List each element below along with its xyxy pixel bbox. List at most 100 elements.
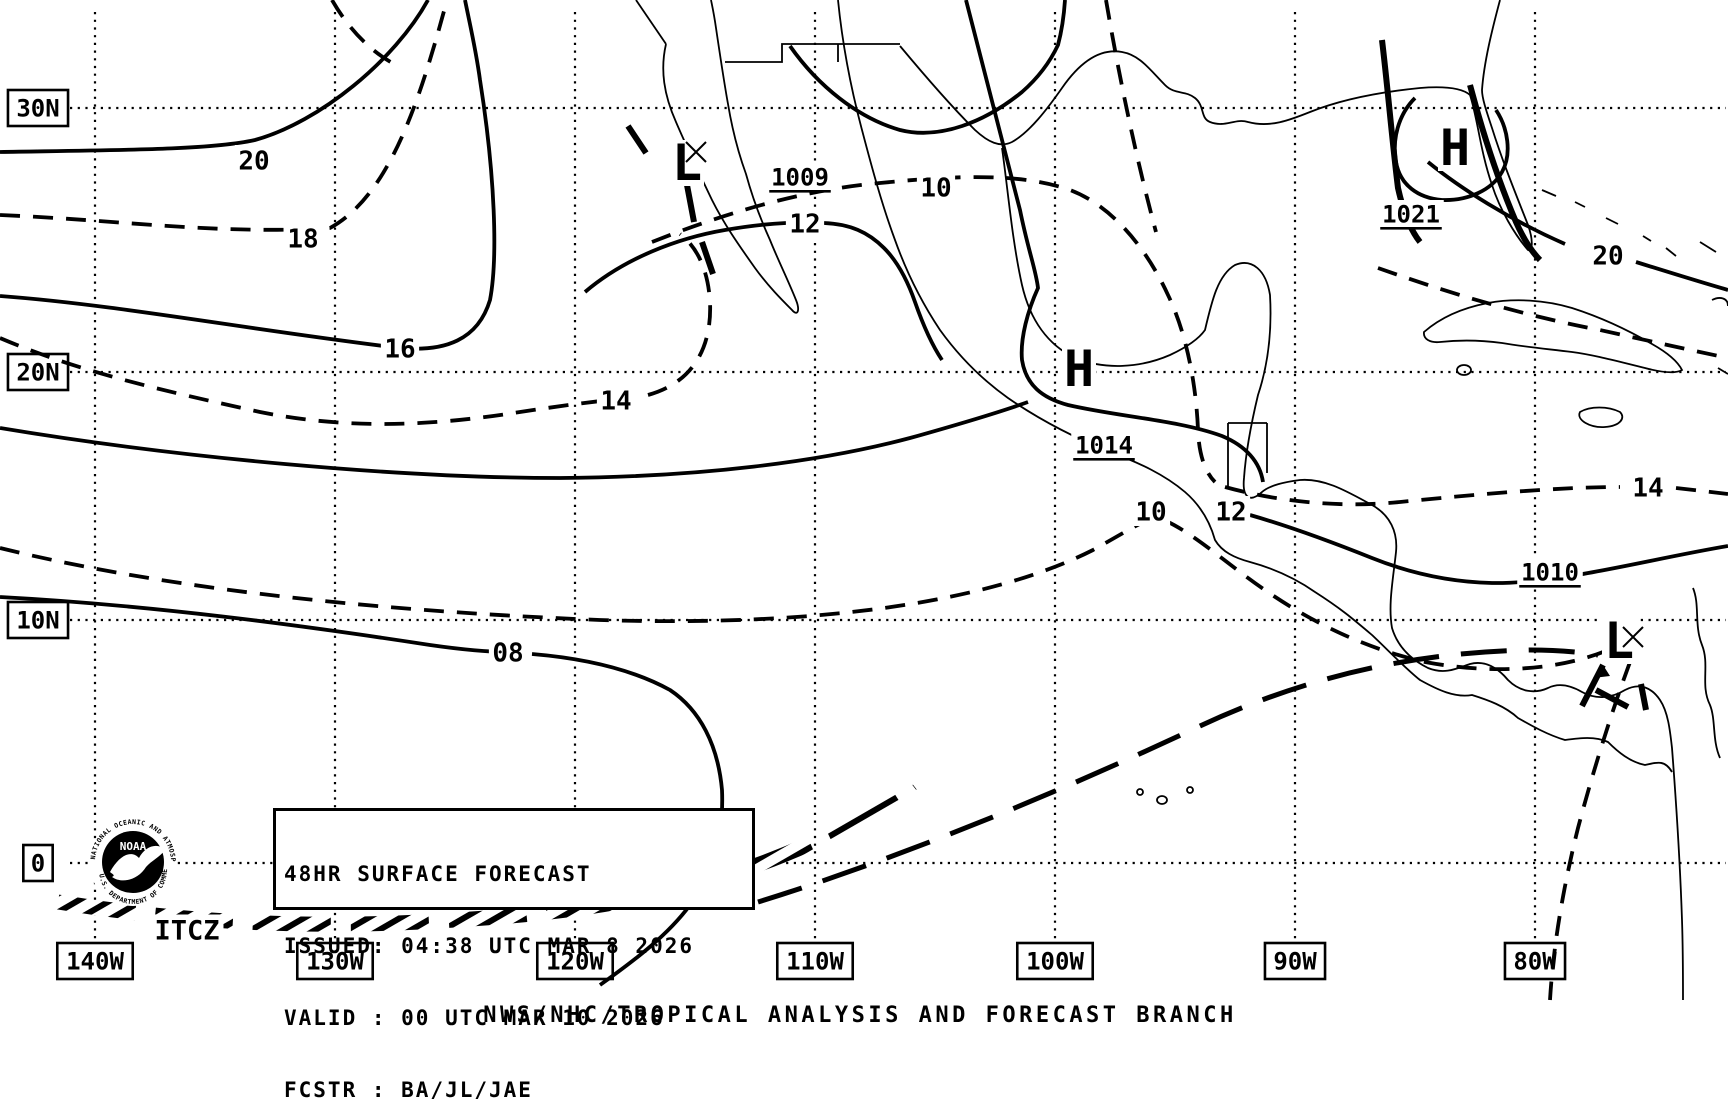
annotation-itcz: ITCZ xyxy=(154,916,219,947)
bahamas-islands xyxy=(1541,189,1717,257)
forecast-info-box: 48HR SURFACE FORECAST ISSUED: 04:38 UTC … xyxy=(273,808,755,1100)
trough-arrowhead xyxy=(1593,665,1610,678)
lon-label-80W: 80W xyxy=(1513,948,1557,976)
lon-label-130W-box xyxy=(295,941,375,981)
lon-label-110W: 110W xyxy=(786,948,844,976)
isobar-1020-cuba xyxy=(1426,160,1728,292)
isobars-solid xyxy=(0,0,1728,987)
isobar-label-08-4-halo xyxy=(488,637,528,667)
isobar-label-14-9-halo xyxy=(1628,472,1668,502)
fronts-troughs xyxy=(625,39,1649,905)
isobar-1012-border-loop xyxy=(788,0,1067,135)
annotation-itcz-halo xyxy=(150,914,224,946)
pressure-value-1009-halo xyxy=(767,163,833,191)
noaa-logo: NATIONAL OCEANIC AND ATMOSPHERIC ADMINIS… xyxy=(0,0,177,906)
noaa-logo-bird xyxy=(110,845,165,881)
california-coast xyxy=(635,0,667,45)
info-title: 48HR SURFACE FORECAST xyxy=(284,862,592,886)
branch-caption: NWS/NHC/TROPICAL ANALYSIS AND FORECAST B… xyxy=(483,1003,1237,1028)
lat-label-0: 0 xyxy=(31,850,45,878)
gulf-coast-us xyxy=(899,0,1533,252)
isobar-1018-cuba xyxy=(1377,266,1728,360)
isobar-label-10-6: 10 xyxy=(920,173,951,203)
pressure-value-1014-halo xyxy=(1071,431,1137,459)
center-x-marker-3 xyxy=(1622,626,1644,648)
isobar-label-14-3-halo xyxy=(596,385,636,415)
isobar-1016 xyxy=(0,0,497,351)
isle-of-youth xyxy=(1456,364,1472,376)
isobar-label-20-0-halo xyxy=(234,145,274,175)
graticule: 30N 20N 10N 0 140W 130W 120W 110W 100W 90W 80W xyxy=(6,12,1726,981)
isobar-1008 xyxy=(0,595,725,987)
lon-label-100W: 100W xyxy=(1026,948,1084,976)
isobar-label-16-2-halo xyxy=(380,333,420,363)
isobar-label-20-10: 20 xyxy=(1592,241,1623,271)
isobar-1012-low xyxy=(583,221,944,362)
us-border xyxy=(725,43,900,63)
isobar-label-20-10-halo xyxy=(1588,240,1628,270)
lon-label-120W: 120W xyxy=(546,948,604,976)
isobar-1018-pacific xyxy=(0,0,449,232)
pressure-value-1014: 1014 xyxy=(1075,432,1133,460)
isobar-label-12-8: 12 xyxy=(1215,497,1246,527)
pressure-value-1009: 1009 xyxy=(771,164,829,192)
lon-label-90W-box xyxy=(1263,941,1327,981)
center-halo-1 xyxy=(1438,125,1472,171)
isobar-1012-west xyxy=(0,400,1029,480)
isobar-label-18-1: 18 xyxy=(287,224,318,254)
lon-label-110W-box xyxy=(775,941,855,981)
isobar-label-12-5: 12 xyxy=(789,209,820,239)
noaa-logo-acronym: NOAA xyxy=(120,840,147,853)
map-graphic xyxy=(1156,795,1168,805)
pressure-value-1010-halo xyxy=(1517,558,1583,586)
pressure-underline-1009 xyxy=(769,190,831,193)
lon-label-100W-box xyxy=(1015,941,1095,981)
pressure-underline-1010 xyxy=(1519,585,1581,588)
lat-label-30N: 30N xyxy=(16,95,59,123)
isobar-label-12-8-halo xyxy=(1211,496,1251,526)
south-america-coast xyxy=(1692,587,1721,759)
lon-label-120W-box xyxy=(535,941,615,981)
pressure-underline-1014 xyxy=(1073,458,1135,461)
front-florida-east xyxy=(1467,84,1543,263)
lon-label-140W-box xyxy=(55,941,135,981)
map-graphic: U.S. DEPARTMENT OF COMMERCE xyxy=(0,0,169,906)
isobar-label-10-6-halo xyxy=(916,172,956,202)
info-valid: VALID : 00 UTC MAR 10 2026 xyxy=(284,1006,665,1030)
isobar-label-08-4: 08 xyxy=(492,638,523,668)
isobar-label-16-2: 16 xyxy=(384,334,415,364)
isobar-1014-east xyxy=(1224,485,1728,507)
info-fcstr: FCSTR : BA/JL/JAE xyxy=(284,1078,533,1100)
isobar-1020-pacific xyxy=(0,0,430,154)
isobar-label-20-0: 20 xyxy=(238,146,269,176)
jamaica xyxy=(1578,406,1624,428)
isobar-label-18-1-halo xyxy=(283,223,323,253)
isobar-label-10-7: 10 xyxy=(1135,497,1166,527)
pressure-value-1021: 1021 xyxy=(1382,201,1440,229)
lon-label-130W: 130W xyxy=(306,948,364,976)
isobar-1014-top xyxy=(1104,0,1158,233)
info-issued: ISSUED: 04:38 UTC MAR 8 2026 xyxy=(284,934,695,958)
pressure-center-H-2: H xyxy=(1064,340,1094,398)
isobar-label-10-7-halo xyxy=(1131,496,1171,526)
center-x-marker-0 xyxy=(685,141,707,163)
lon-label-140W: 140W xyxy=(66,948,124,976)
isobar-1014-west xyxy=(0,232,712,426)
shear-line xyxy=(757,647,1599,905)
lat-label-30N-box xyxy=(6,88,70,128)
isobar-label-12-5-halo xyxy=(785,208,825,238)
pressure-underline-1021 xyxy=(1380,227,1442,230)
cuba xyxy=(1423,299,1684,374)
pressure-center-H-1: H xyxy=(1440,119,1470,177)
lon-label-90W: 90W xyxy=(1273,948,1317,976)
noaa-ring-text-bottom: U.S. DEPARTMENT OF COMMERCE xyxy=(0,0,169,906)
isobar-label-14-9: 14 xyxy=(1632,473,1663,503)
isobar-1012-main xyxy=(964,0,1728,585)
isobars-dashed xyxy=(0,0,1728,1001)
lat-label-10N: 10N xyxy=(16,607,59,635)
center-halo-0 xyxy=(670,140,704,186)
isobar-top-left xyxy=(330,0,399,68)
map-graphic xyxy=(1186,786,1194,794)
